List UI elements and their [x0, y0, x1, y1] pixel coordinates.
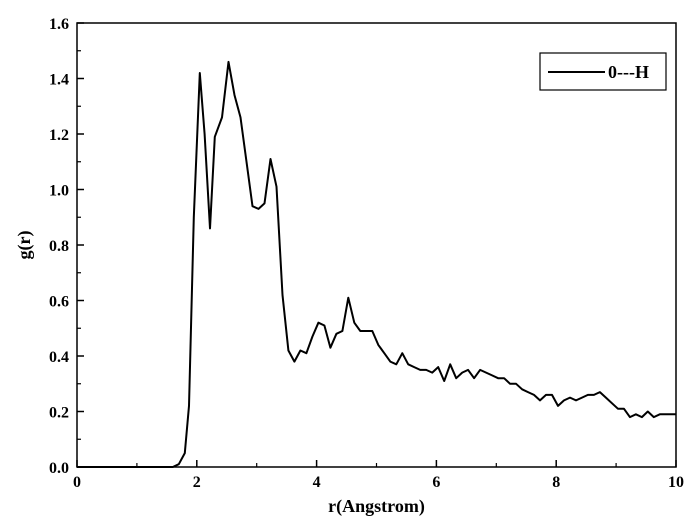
y-tick-label: 0.6: [49, 294, 69, 311]
x-tick-label: 6: [432, 474, 440, 491]
y-tick-label: 1.6: [49, 16, 69, 33]
x-axis: 0 2 4 6 8 10: [73, 460, 684, 491]
plot-area: 0 2 4 6 8 10 0.0 0.2 0.4 0.6 0.8 1.0 1.2 1.4 1.6: [49, 16, 684, 491]
y-tick-label: 1.0: [49, 183, 69, 200]
x-tick-label: 2: [193, 474, 201, 491]
y-axis: 0.0 0.2 0.4 0.6 0.8 1.0 1.2 1.4 1.6: [49, 16, 84, 477]
x-tick-label: 8: [552, 474, 560, 491]
y-tick-label: 0.0: [49, 460, 69, 477]
y-tick-label: 0.4: [49, 349, 69, 366]
y-tick-label: 0.2: [49, 405, 69, 422]
y-axis-title: g(r): [14, 231, 35, 260]
x-tick-label: 0: [73, 474, 81, 491]
x-axis-title: r(Angstrom): [328, 496, 425, 517]
x-tick-label: 10: [668, 474, 684, 491]
y-tick-label: 1.2: [49, 127, 69, 144]
x-tick-label: 4: [313, 474, 321, 491]
y-tick-label: 1.4: [49, 72, 69, 89]
series-line-0---H: [77, 60, 676, 468]
legend: 0---H: [539, 52, 667, 91]
y-tick-label: 0.8: [49, 238, 69, 255]
legend-label-0---H: 0---H: [608, 62, 649, 82]
